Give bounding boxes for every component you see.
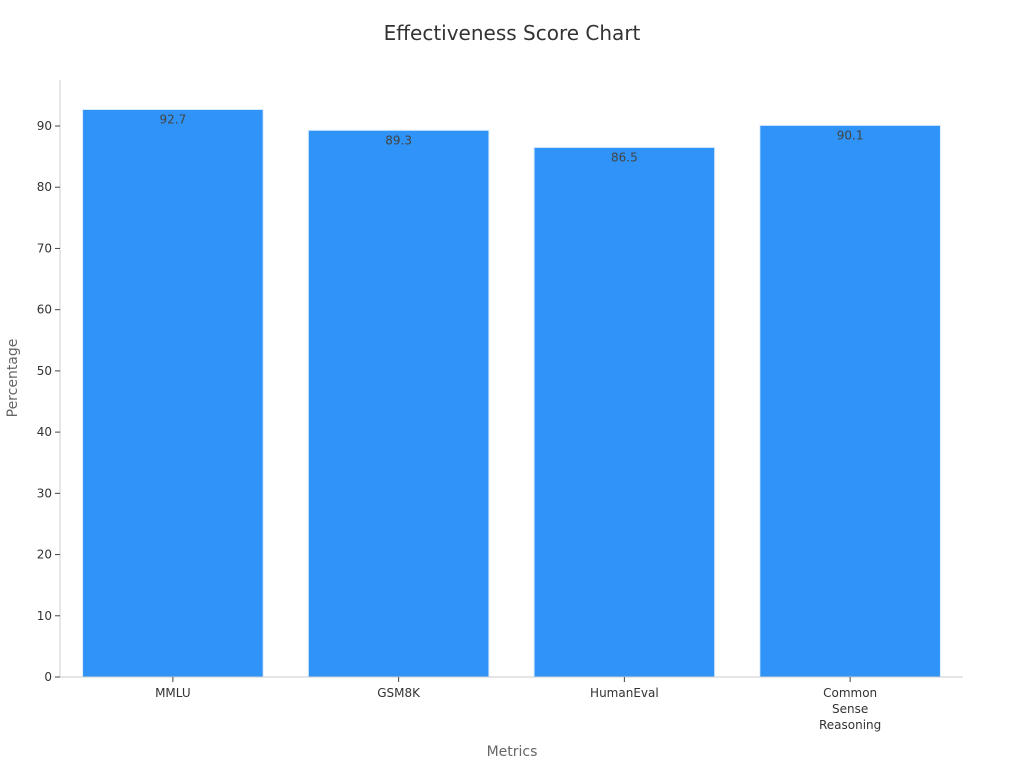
bar-2 — [533, 146, 716, 678]
y-tick-label-2: 20 — [37, 548, 52, 562]
bars — [82, 108, 941, 678]
y-tick-label-1: 10 — [37, 609, 52, 623]
x-tick-label-2: HumanEval — [590, 686, 659, 700]
y-axis-label: Percentage — [5, 339, 21, 418]
y-tick-label-7: 70 — [37, 241, 52, 255]
data-label-0: 92.7 — [160, 112, 187, 126]
x-tick-label-1: GSM8K — [377, 686, 421, 700]
data-label-3: 90.1 — [837, 128, 864, 142]
x-tick-label-3: Common Sense Reasoning — [819, 686, 881, 732]
data-label-1: 89.3 — [385, 133, 412, 147]
x-tick-label-line: MMLU — [155, 686, 191, 700]
chart-title: Effectiveness Score Chart — [384, 21, 641, 45]
x-tick-label-line: GSM8K — [377, 686, 421, 700]
y-tick-label-0: 0 — [44, 670, 52, 684]
data-label-2: 86.5 — [611, 150, 638, 164]
y-ticks: 0 10 20 30 40 50 60 70 80 90 — [37, 119, 60, 684]
x-tick-label-line: Reasoning — [819, 718, 881, 732]
y-tick-label-5: 50 — [37, 364, 52, 378]
bar-1 — [307, 129, 490, 678]
y-tick-label-8: 80 — [37, 180, 52, 194]
y-tick-label-9: 90 — [37, 119, 52, 133]
x-tick-label-line: Common — [823, 686, 877, 700]
bar-3 — [759, 124, 941, 678]
x-tick-label-line: Sense — [832, 702, 868, 716]
y-tick-label-4: 40 — [37, 425, 52, 439]
y-tick-label-3: 30 — [37, 486, 52, 500]
x-tick-label-line: HumanEval — [590, 686, 659, 700]
y-tick-label-6: 60 — [37, 303, 52, 317]
x-axis-label: Metrics — [487, 744, 538, 760]
data-labels: 92.7 89.3 86.5 90.1 — [160, 112, 864, 164]
x-ticks: MMLU GSM8K HumanEval Common Sense Reasoning — [155, 677, 881, 732]
x-tick-label-0: MMLU — [155, 686, 191, 700]
bar-0 — [82, 108, 264, 678]
